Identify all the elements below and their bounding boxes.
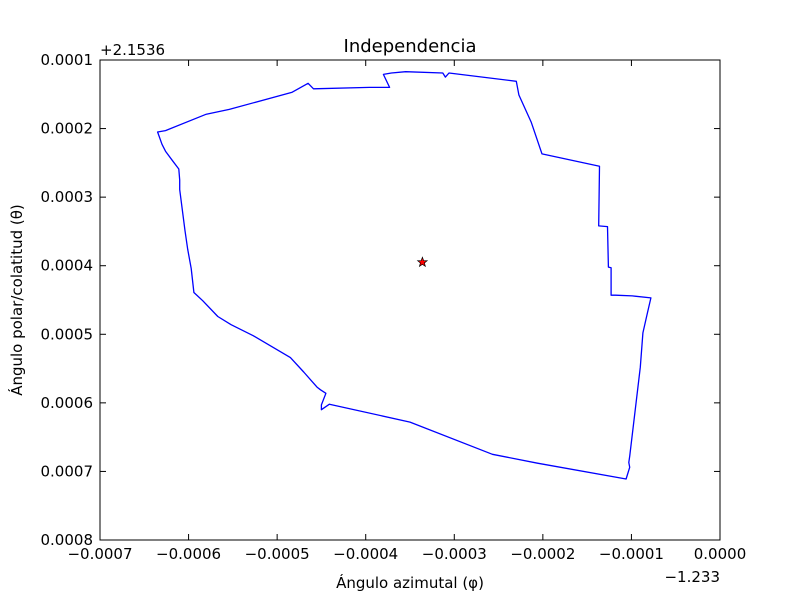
centroid-star-marker — [416, 256, 429, 268]
x-tick-label: 0.0000 — [694, 545, 747, 563]
axes-frame — [99, 59, 721, 541]
chart-title: Independencia — [344, 36, 477, 57]
boundary-line — [156, 71, 652, 480]
x-tick-label: −0.0007 — [67, 545, 132, 563]
y-tick-label: 0.0006 — [41, 394, 94, 412]
y-offset-label: +2.1536 — [100, 41, 165, 59]
y-tick-label: 0.0002 — [41, 120, 94, 138]
y-tick-label: 0.0005 — [41, 325, 94, 343]
x-tick-label: −0.0004 — [333, 545, 398, 563]
y-tick-label: 0.0003 — [41, 188, 94, 206]
y-tick-label: 0.0007 — [41, 462, 94, 480]
x-tick-label: −0.0002 — [510, 545, 575, 563]
y-axis-title: Ángulo polar/colatitud (θ) — [7, 204, 26, 396]
plot-area — [156, 71, 652, 480]
x-tick-label: −0.0003 — [422, 545, 487, 563]
x-tick-label: −0.0005 — [245, 545, 310, 563]
y-tick-label: 0.0008 — [41, 531, 94, 549]
x-axis-title: Ángulo azimutal (φ) — [336, 573, 484, 592]
tick-labels: −0.0007 −0.0006 −0.0005 −0.0004 −0.0003 −0.00… — [41, 51, 747, 563]
x-offset-label: −1.233 — [664, 568, 720, 586]
y-tick-label: 0.0001 — [41, 51, 94, 69]
y-tick-label: 0.0004 — [41, 257, 94, 275]
x-tick-label: −0.0006 — [156, 545, 221, 563]
x-tick-label: −0.0001 — [599, 545, 664, 563]
